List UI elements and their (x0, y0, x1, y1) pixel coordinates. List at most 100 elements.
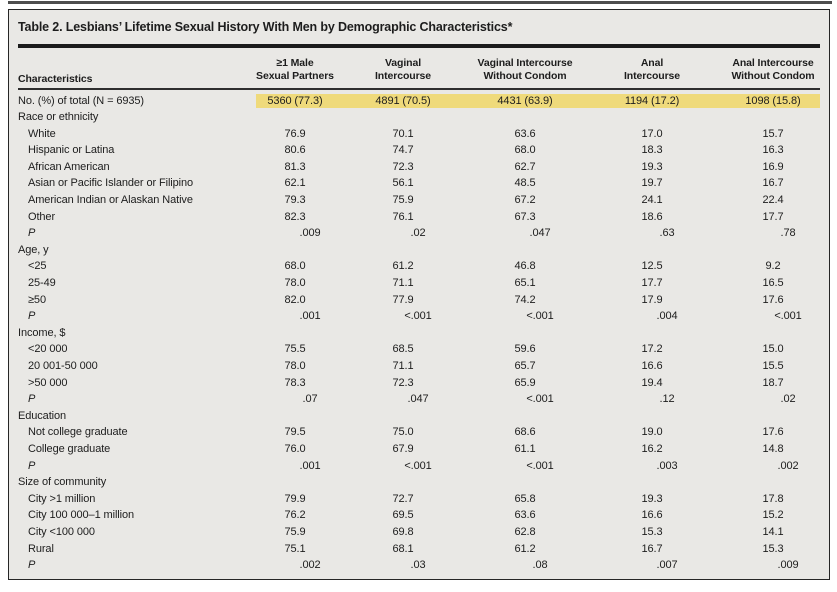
cell-value: .03 (410, 559, 426, 572)
row-label: P (28, 393, 36, 406)
cell-value: 16.9 (762, 160, 784, 173)
table-row: African American 81.3 72.3 62.7 19.3 16.9 (18, 159, 820, 176)
cell-value: 75.9 (284, 525, 306, 538)
cell-value: 17.0 (641, 127, 663, 140)
cell-value: 65.1 (514, 277, 536, 290)
cell-value: 76.0 (284, 442, 306, 455)
table-row: 25-49 78.0 71.1 65.1 17.7 16.5 (18, 275, 820, 292)
row-label: ≥50 (28, 293, 46, 306)
cell-value: 78.0 (284, 360, 306, 372)
cell-value: .08 (532, 559, 548, 572)
cell-value (256, 474, 334, 491)
cell-value: 4431 (63.9) (497, 94, 553, 107)
table-section-row: Size of community (18, 474, 820, 491)
row-label: No. (%) of total (N = 6935) (18, 94, 144, 107)
table-pvalue-row: P .07 .047 <.001 .12 .02 (18, 391, 820, 408)
cell-value: 68.0 (284, 260, 306, 273)
cell-value: .001 (299, 310, 321, 323)
column-header: ≥1 Male Sexual Partners (256, 51, 334, 88)
cell-value: 76.9 (284, 127, 306, 140)
cell-value: 62.1 (284, 177, 306, 190)
cell-value: 48.5 (514, 177, 536, 190)
cell-value: 68.6 (514, 426, 536, 439)
row-label: Education (18, 409, 67, 422)
row-label: 25-49 (28, 277, 56, 290)
cell-value: 19.7 (641, 177, 663, 190)
table-row: <25 68.0 61.2 46.8 12.5 9.2 (18, 258, 820, 275)
row-label: City 100 000–1 million (28, 509, 135, 522)
column-header-line: Characteristics (18, 72, 93, 85)
cell-value: 19.3 (641, 492, 663, 505)
cell-value: 15.7 (762, 127, 784, 140)
table-row: ≥50 82.0 77.9 74.2 17.9 17.6 (18, 292, 820, 309)
cell-value: 78.0 (284, 277, 306, 290)
cell-value (472, 109, 578, 126)
cell-value: 79.5 (284, 426, 306, 439)
cell-value: 16.2 (641, 442, 663, 455)
column-header-line: Sexual Partners (256, 69, 334, 82)
cell-value (578, 408, 726, 425)
cell-value: 14.1 (762, 525, 784, 538)
cell-value: 71.1 (392, 360, 414, 372)
cell-value: .78 (780, 227, 796, 240)
cell-value: 79.3 (284, 194, 306, 207)
cell-value: 9.2 (765, 260, 781, 273)
cell-value: 61.2 (514, 542, 536, 555)
row-label: Size of community (18, 476, 107, 489)
cell-value: .07 (302, 393, 318, 406)
cell-value: 16.6 (641, 360, 663, 372)
cell-value: <.001 (774, 310, 802, 323)
row-label: City >1 million (28, 492, 96, 505)
cell-value (578, 325, 726, 342)
cell-value: 14.8 (762, 442, 784, 455)
cell-value: .02 (410, 227, 426, 240)
cell-value: 17.7 (762, 210, 784, 223)
table-section-row: Race or ethnicity (18, 109, 820, 126)
cell-value: <.001 (526, 459, 554, 472)
cell-value (726, 474, 820, 491)
cell-value: 75.9 (392, 194, 414, 207)
cell-value (578, 109, 726, 126)
header-bottom-rule (18, 88, 820, 90)
cell-value: .047 (407, 393, 429, 406)
cell-value (726, 325, 820, 342)
cell-value (578, 474, 726, 491)
cell-value: 67.3 (514, 210, 536, 223)
row-label: Age, y (18, 243, 49, 256)
cell-value: 24.1 (641, 194, 663, 207)
cell-value: 5360 (77.3) (267, 94, 323, 107)
cell-value: .009 (299, 227, 321, 240)
cell-value (256, 325, 334, 342)
cell-value: 16.7 (762, 177, 784, 190)
column-header: Vaginal Intercourse (334, 51, 472, 88)
cell-value: 15.5 (762, 360, 784, 372)
cell-value: <.001 (404, 459, 432, 472)
cell-value: 70.1 (392, 127, 414, 140)
row-label: P (28, 310, 36, 323)
column-header-characteristics: Characteristics (18, 51, 256, 88)
cell-value: 65.9 (514, 376, 536, 389)
cell-value: 75.1 (284, 542, 306, 555)
cell-value: .02 (780, 393, 796, 406)
column-header-line: Vaginal Intercourse (477, 57, 573, 69)
cell-value: 68.0 (514, 144, 536, 157)
cell-value: 69.8 (392, 525, 414, 538)
cell-value: 16.6 (641, 509, 663, 522)
cell-value: 17.7 (641, 277, 663, 290)
cell-value: .002 (777, 459, 799, 472)
table-section-row: Age, y (18, 242, 820, 259)
cell-value (256, 242, 334, 259)
cell-value: 74.2 (514, 293, 536, 306)
cell-value: 82.0 (284, 293, 306, 306)
table-row: Not college graduate 79.5 75.0 68.6 19.0 17.6 (18, 424, 820, 441)
cell-value: 15.2 (762, 509, 784, 522)
table-header-row: Characteristics ≥1 Male Sexual Partners Vag… (18, 48, 820, 88)
cell-value: 65.8 (514, 492, 536, 505)
cell-value: .63 (659, 227, 675, 240)
cell-value: 72.7 (392, 492, 414, 505)
cell-value: 72.3 (392, 160, 414, 173)
column-header-line: Anal Intercourse (732, 57, 814, 69)
row-label: P (28, 227, 36, 240)
cell-value: 62.8 (514, 525, 536, 538)
row-label: Asian or Pacific Islander or Filipino (28, 177, 194, 190)
